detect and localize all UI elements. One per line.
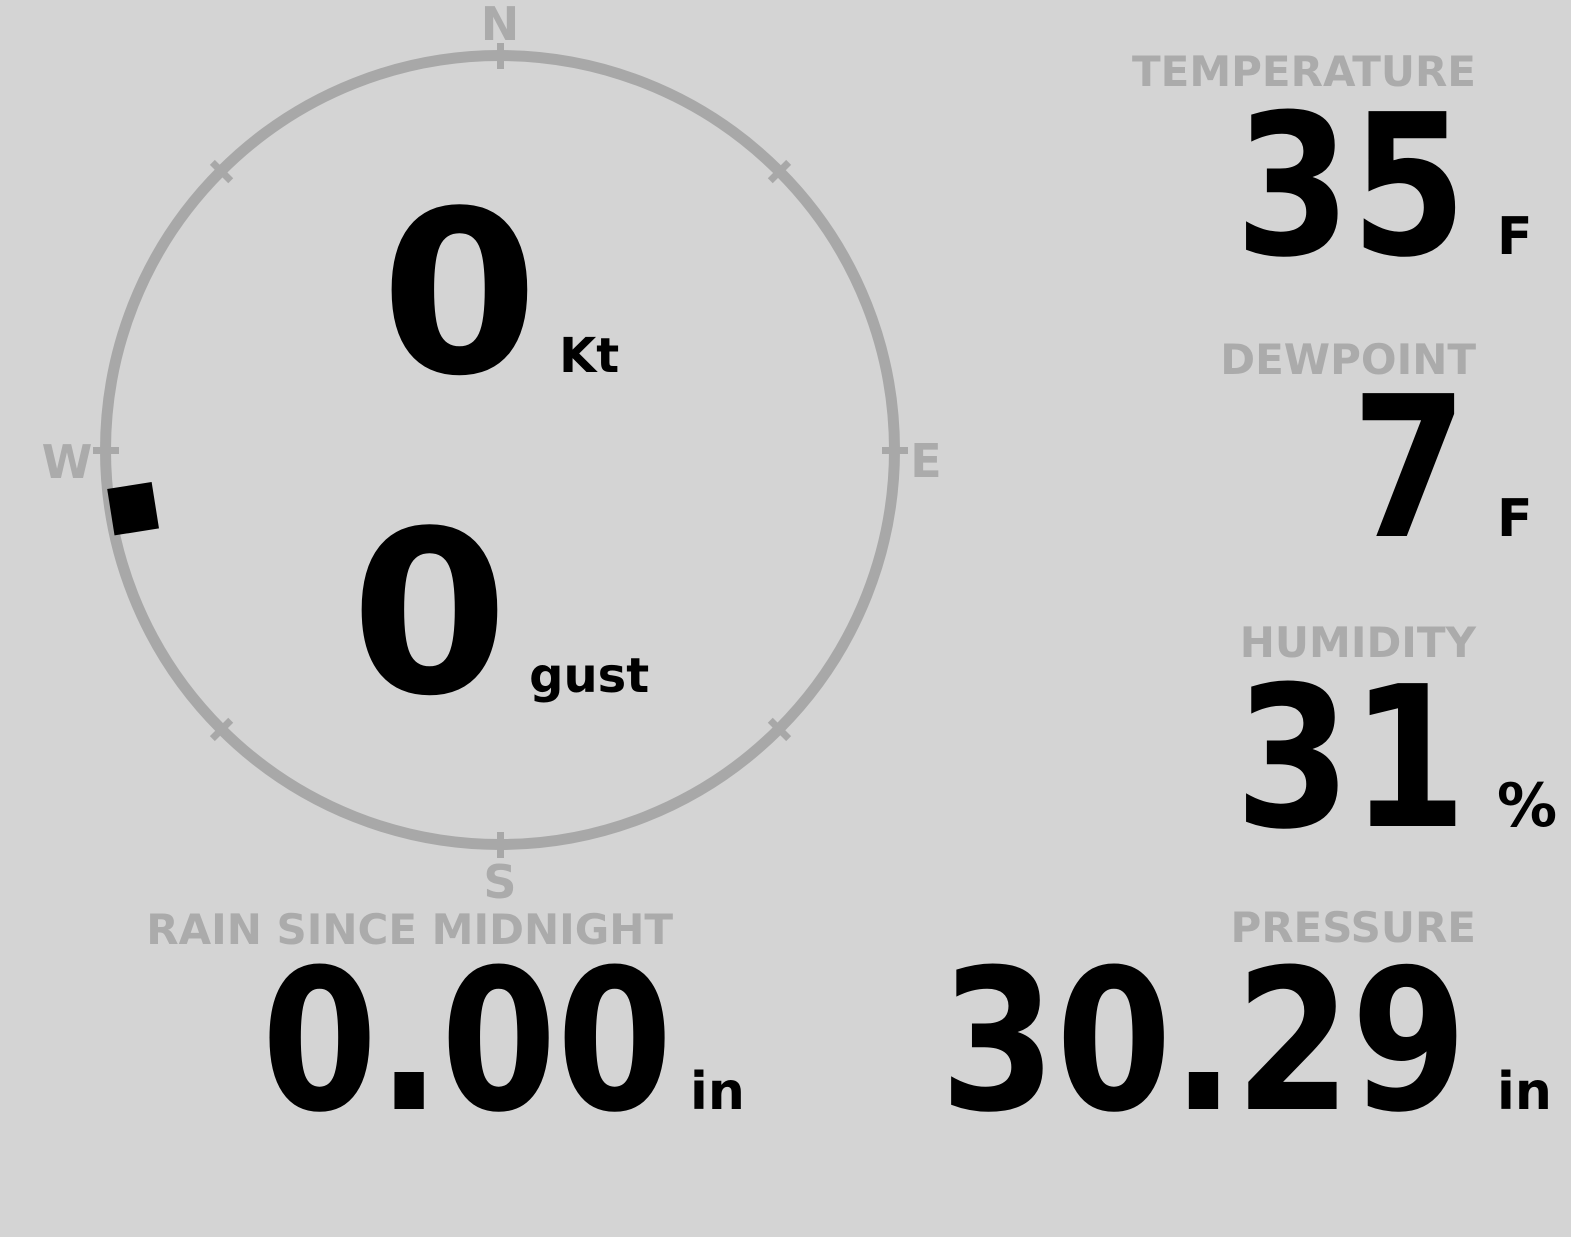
dewpoint-row: 7 F — [0, 371, 1571, 567]
compass-label-east: E — [910, 434, 942, 488]
temperature-value: 35 — [1235, 73, 1467, 301]
pressure-unit: in — [1497, 1062, 1552, 1122]
wind-gust-row: 0 gust — [100, 502, 900, 728]
compass-label-north: N — [480, 0, 520, 51]
compass-label-south: S — [483, 855, 517, 909]
compass-tick-n — [496, 42, 504, 69]
dewpoint-label: DEWPOINT — [1220, 335, 1476, 384]
rain-unit: in — [690, 1062, 745, 1122]
dewpoint-unit: F — [1497, 489, 1533, 549]
wind-speed-unit: Kt — [559, 328, 620, 384]
rain-row: 0.00 in — [0, 944, 1571, 1140]
temperature-unit: F — [1497, 207, 1533, 267]
rain-value: 0.00 — [261, 928, 673, 1156]
pressure-label: PRESSURE — [1230, 903, 1476, 952]
temperature-label: TEMPERATURE — [1132, 47, 1476, 96]
humidity-row: 31 % — [0, 661, 1571, 857]
compass-label-west: W — [41, 435, 93, 489]
humidity-label: HUMIDITY — [1239, 618, 1476, 667]
wind-speed-value: 0 — [380, 163, 539, 426]
humidity-unit: % — [1497, 771, 1558, 841]
dewpoint-value: 7 — [1351, 355, 1467, 583]
wind-gust-value: 0 — [350, 483, 509, 746]
pressure-row: 30.29 in — [0, 944, 1571, 1140]
pressure-value: 30.29 — [940, 928, 1467, 1156]
temperature-row: 35 F — [0, 89, 1571, 285]
rain-label: RAIN SINCE MIDNIGHT — [146, 905, 673, 954]
wind-gust-unit: gust — [529, 648, 650, 704]
wind-speed-row: 0 Kt — [100, 182, 900, 408]
humidity-value: 31 — [1235, 645, 1467, 873]
